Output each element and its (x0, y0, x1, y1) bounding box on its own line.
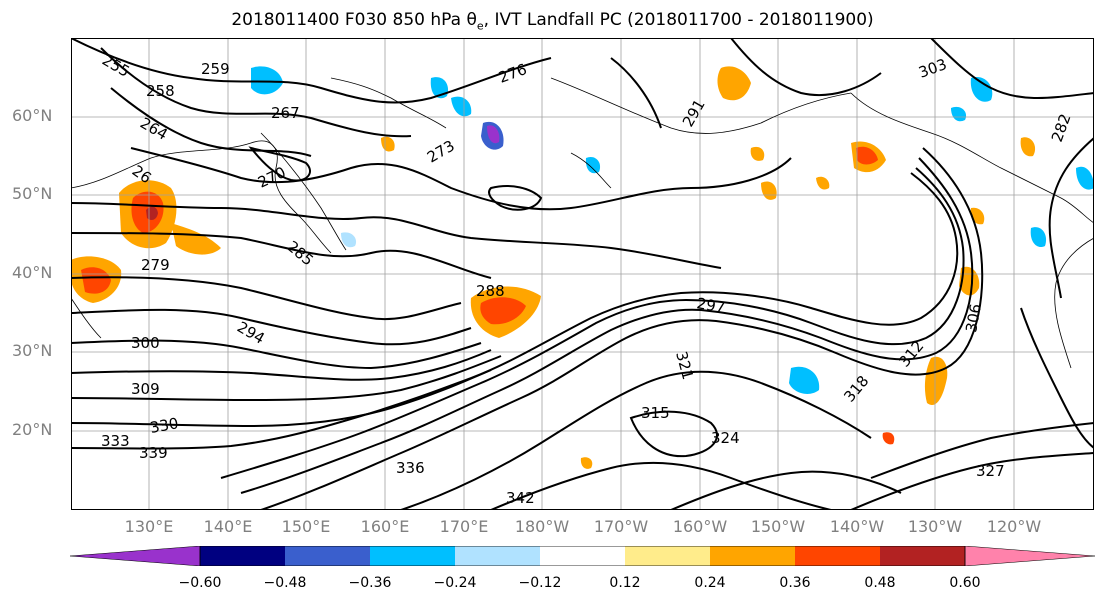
colorbar-tick-label: −0.12 (518, 575, 562, 591)
colorbar-segment (200, 546, 286, 566)
colorbar-extend-min (70, 546, 201, 566)
contour-label: 333 (101, 432, 130, 450)
contour-label: 279 (141, 256, 170, 274)
colorbar-segment (540, 546, 626, 566)
colorbar-segment (710, 546, 796, 566)
colorbar-segment (880, 546, 966, 566)
colorbar-segment (795, 546, 881, 566)
colorbar-tick-label: 0.36 (779, 575, 811, 591)
colorbar-tick-label: −0.60 (178, 575, 222, 591)
lat-label: 20°N (12, 420, 53, 439)
colorbar-tick-label: −0.36 (348, 575, 392, 591)
colorbar (70, 546, 1095, 566)
map-panel: 255 259 258 264 267 26 270 273 276 279 2… (71, 38, 1094, 510)
colorbar-segment (455, 546, 541, 566)
contour-label: 300 (131, 334, 160, 352)
colorbar-tick-label: 0.24 (694, 575, 726, 591)
colorbar-segment (625, 546, 711, 566)
colorbar-segment (285, 546, 371, 566)
lon-label: 130°W (907, 517, 963, 536)
plot-title: 2018011400 F030 850 hPa θe, IVT Landfall… (231, 10, 874, 33)
lon-label: 130°E (124, 517, 174, 536)
lon-label: 150°W (750, 517, 806, 536)
contour-label: 267 (271, 104, 300, 122)
contour-label: 315 (641, 404, 670, 422)
colorbar-tick-label: 0.60 (949, 575, 981, 591)
contour-label: 297 (695, 294, 726, 317)
lon-label: 170°W (593, 517, 649, 536)
contour-label: 330 (149, 414, 180, 437)
contour-label: 339 (139, 444, 168, 462)
lat-label: 40°N (12, 263, 53, 282)
lon-label: 170°E (439, 517, 489, 536)
shading-negative (251, 66, 1094, 394)
lat-label: 30°N (12, 341, 53, 360)
colorbar-tick-label: 0.48 (864, 575, 896, 591)
lon-label: 140°E (203, 517, 253, 536)
lon-label: 160°W (672, 517, 728, 536)
lat-label: 50°N (12, 184, 53, 203)
contour-label: 309 (131, 380, 160, 398)
contour-label: 259 (201, 60, 230, 78)
coastlines (71, 77, 1094, 369)
lon-label: 150°E (281, 517, 331, 536)
lon-label: 120°W (986, 517, 1042, 536)
colorbar-extend-max (964, 546, 1095, 566)
shading-positive (71, 66, 1036, 469)
colorbar-tick-label: 0.12 (609, 575, 641, 591)
colorbar-tick-label: −0.48 (263, 575, 307, 591)
lon-label: 140°W (829, 517, 885, 536)
contour-label: 258 (146, 82, 175, 100)
colorbar-tick-label: −0.24 (433, 575, 477, 591)
lon-label: 180°W (514, 517, 570, 536)
contour-label: 306 (962, 302, 985, 333)
contour-label: 327 (976, 462, 1005, 480)
contour-label: 342 (506, 489, 535, 507)
theta-e-contours (71, 38, 1094, 510)
graticule (71, 38, 1094, 510)
contour-label: 336 (396, 459, 425, 477)
colorbar-segment (370, 546, 456, 566)
lat-label: 60°N (12, 106, 53, 125)
contour-label: 288 (476, 282, 505, 300)
contour-label: 324 (711, 429, 740, 447)
lon-label: 160°E (360, 517, 410, 536)
